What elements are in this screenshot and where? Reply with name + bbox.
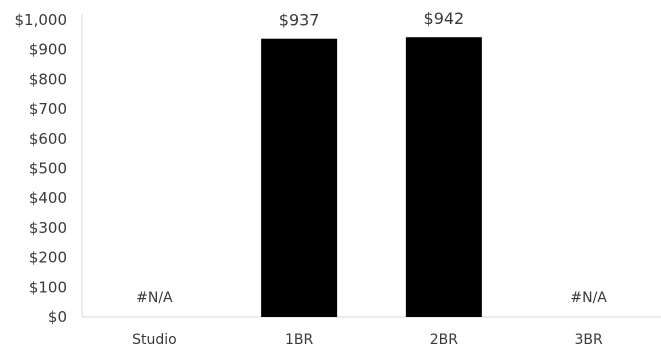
y-tick-label: $200 <box>29 249 67 267</box>
y-axis: $0 $100 $200 $300 $400 $500 $600 $700 $800 $900 $1… <box>15 11 83 326</box>
x-tick-label: 1BR <box>285 332 314 348</box>
data-label: #N/A <box>136 290 173 306</box>
y-tick-label: $900 <box>29 41 67 59</box>
y-tick-label: $400 <box>29 189 67 207</box>
y-tick-label: $600 <box>29 130 67 148</box>
x-axis: Studio 1BR 2BR 3BR <box>82 316 661 348</box>
y-tick-label: $0 <box>48 308 67 326</box>
x-tick-label: Studio <box>132 332 177 348</box>
y-tick-label: $500 <box>29 160 67 178</box>
bars <box>261 37 482 317</box>
y-tick-label: $300 <box>29 219 67 237</box>
data-label: $942 <box>424 9 465 28</box>
y-tick-label: $800 <box>29 70 67 88</box>
x-tick-label: 3BR <box>575 332 604 348</box>
data-label: #N/A <box>570 290 607 306</box>
data-label: $937 <box>279 11 320 30</box>
data-labels: #N/A $937 $942 #N/A <box>136 9 607 306</box>
bar <box>405 37 482 317</box>
x-tick-label: 2BR <box>430 332 459 348</box>
y-tick-label: $700 <box>29 100 67 118</box>
bar <box>261 38 338 317</box>
y-tick-label: $100 <box>29 278 67 296</box>
y-tick-label: $1,000 <box>15 11 68 29</box>
